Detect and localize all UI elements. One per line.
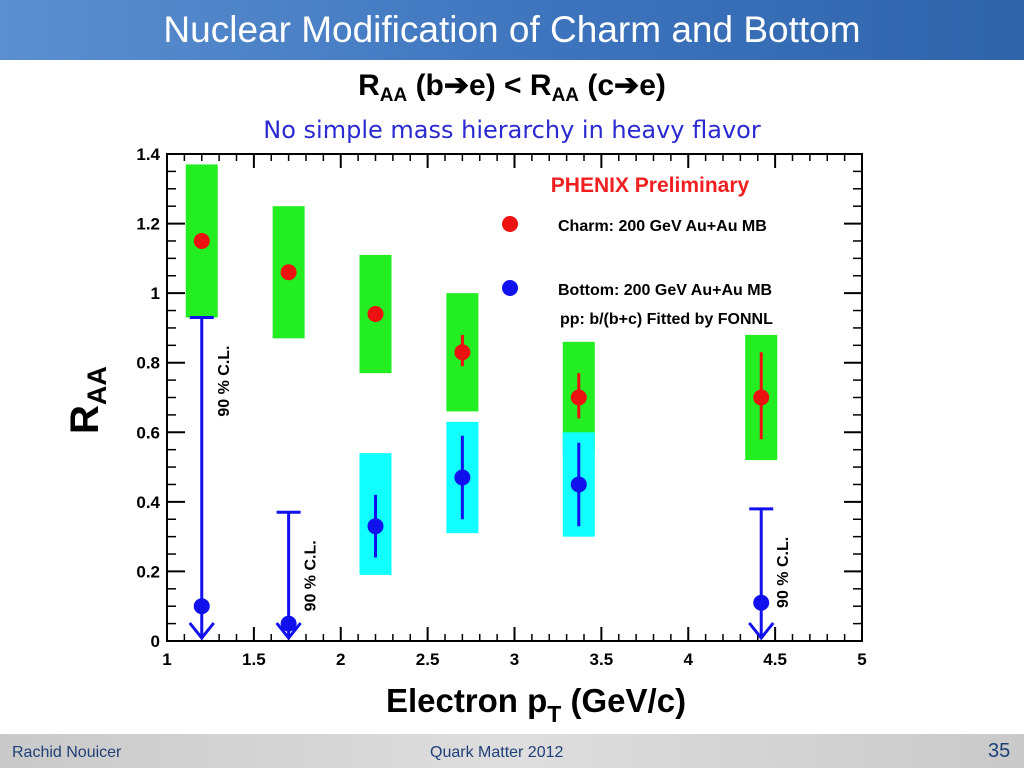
x-axis-title: Electron pT (GeV/c): [386, 682, 686, 727]
charm-point: [570, 389, 587, 406]
bottom-point: [570, 476, 587, 493]
bottom-point: [454, 469, 471, 486]
legend-note: pp: b/(b+c) Fitted by FONNL: [560, 311, 773, 328]
headline-part3: (c: [579, 69, 615, 102]
y-tick-label: 1: [151, 284, 160, 303]
limit-label: 90 % C.L.: [303, 540, 320, 611]
legend-marker-bottom: [502, 280, 518, 296]
slide-title: Nuclear Modification of Charm and Bottom: [163, 9, 861, 50]
bottom-limit-arrow: [188, 622, 215, 641]
charm-point: [193, 232, 210, 249]
headline-sub1: AA: [379, 85, 408, 106]
legend-label-bottom: Bottom: 200 GeV Au+Au MB: [558, 282, 772, 299]
legend-marker-charm: [502, 216, 518, 232]
y-tick-label: 0.6: [136, 423, 160, 442]
x-tick-label: 4: [684, 650, 694, 669]
charm-point: [367, 306, 384, 323]
x-tick-label: 5: [857, 650, 866, 669]
legend-label-charm: Charm: 200 GeV Au+Au MB: [558, 218, 767, 235]
bottom-limit-arrow: [748, 622, 775, 641]
limit-label: 90 % C.L.: [775, 537, 792, 608]
charm-point: [454, 344, 471, 361]
bottom-point: [193, 598, 210, 615]
x-tick-label: 1.5: [242, 650, 266, 669]
y-tick-label: 0.2: [136, 562, 160, 581]
headline-part2: e) <: [469, 69, 530, 102]
headline-part4: e): [639, 69, 666, 102]
y-tick-label: 1.4: [136, 145, 160, 164]
arrow-icon: ➔: [443, 69, 470, 102]
bottom-point: [280, 615, 297, 632]
bottom-limit-arrow: [275, 622, 302, 641]
headline: RAA (b➔e) < RAA (c➔e): [0, 66, 1024, 116]
y-tick-label: 0: [151, 632, 160, 651]
x-tick-label: 2.5: [416, 650, 440, 669]
x-tick-label: 3.5: [590, 650, 614, 669]
title-bar: [0, 0, 1024, 60]
headline-r1: R: [358, 69, 380, 102]
y-tick-label: 0.8: [136, 354, 160, 373]
x-tick-label: 3: [510, 650, 519, 669]
headline-part1: (b: [407, 69, 444, 102]
y-tick-label: 1.2: [136, 215, 160, 234]
charm-point: [280, 264, 297, 281]
bottom-point: [367, 518, 384, 535]
slide-number: 35: [988, 740, 1011, 762]
headline-r2: R: [529, 69, 552, 102]
limit-label: 90 % C.L.: [216, 345, 233, 416]
x-tick-label: 4.5: [763, 650, 787, 669]
y-tick-label: 0.4: [136, 493, 160, 512]
arrow-icon: ➔: [614, 69, 640, 102]
x-tick-label: 2: [336, 650, 345, 669]
x-tick-label: 1: [162, 650, 171, 669]
footer-author: Rachid Nouicer: [12, 744, 122, 761]
y-axis-title: RAA: [63, 366, 112, 434]
bottom-point: [753, 594, 770, 611]
phenix-label: PHENIX Preliminary: [551, 174, 750, 197]
subheadline: No simple mass hierarchy in heavy flavor: [263, 116, 761, 144]
footer-bar: [0, 734, 1024, 768]
headline-sub2: AA: [551, 85, 580, 106]
charm-point: [753, 389, 770, 406]
footer-conference: Quark Matter 2012: [430, 744, 564, 761]
